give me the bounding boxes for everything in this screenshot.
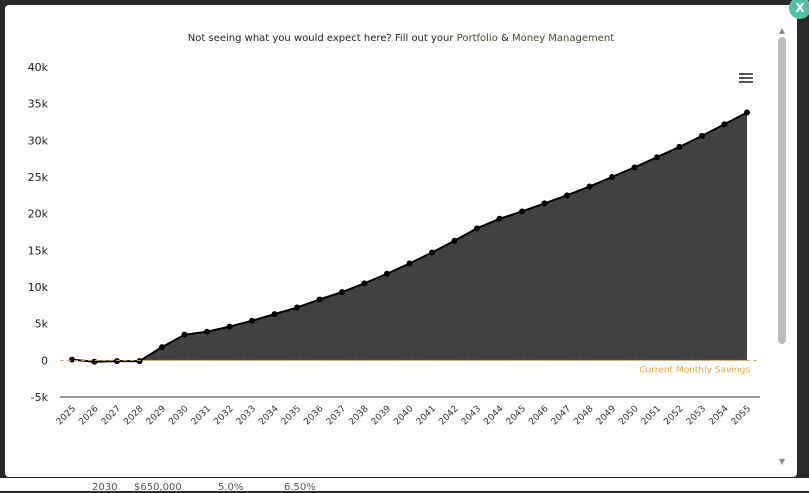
x-tick-label: 2038: [347, 404, 370, 427]
scroll-down-icon[interactable]: ▼: [778, 457, 786, 466]
data-point: [294, 304, 300, 311]
data-point: [699, 132, 705, 139]
data-point: [361, 280, 368, 287]
x-tick-label: 2048: [572, 404, 595, 427]
x-tick-label: 2032: [212, 404, 235, 427]
y-tick-label: 35k: [28, 98, 49, 111]
modal-scrollbar[interactable]: ▲ ▼: [777, 27, 787, 473]
x-tick-label: 2041: [415, 404, 438, 427]
data-point: [91, 358, 98, 365]
data-point: [69, 356, 75, 363]
portfolio-link[interactable]: Portfolio: [456, 33, 498, 44]
x-tick-label: 2051: [640, 404, 663, 427]
x-tick-label: 2027: [100, 404, 123, 427]
x-tick-label: 2050: [617, 404, 640, 427]
data-point: [114, 358, 120, 365]
x-tick-label: 2031: [190, 404, 213, 427]
y-tick-label: 40k: [28, 61, 49, 74]
y-tick-label: 5k: [35, 318, 49, 331]
data-point: [316, 296, 323, 303]
x-tick-label: 2055: [730, 404, 753, 427]
y-tick-label: 15k: [28, 244, 49, 257]
x-tick-label: 2026: [77, 404, 100, 427]
x-tick-label: 2039: [370, 404, 393, 427]
chart-modal: Not seeing what you would expect here? F…: [5, 5, 797, 477]
portfolio-notice: Not seeing what you would expect here? F…: [5, 33, 797, 44]
data-point: [744, 109, 750, 116]
money-management-link[interactable]: Money Management: [511, 33, 615, 44]
x-tick-label: 2034: [257, 404, 280, 427]
data-point: [721, 121, 728, 128]
data-point: [474, 225, 480, 232]
x-tick-label: 2049: [595, 404, 618, 427]
background-text: 5.0%: [218, 482, 244, 493]
x-tick-label: 2033: [235, 404, 258, 427]
series-area: [72, 112, 747, 362]
y-tick-label: 0: [41, 354, 48, 367]
reference-line-label: Current Monthly Savings: [639, 365, 750, 375]
data-point: [451, 237, 458, 244]
x-tick-label: 2025: [55, 404, 78, 427]
y-tick-label: 25k: [28, 171, 49, 184]
notice-text: Not seeing what you would expect here? F…: [187, 33, 457, 44]
chart-menu-icon[interactable]: [739, 73, 753, 84]
x-tick-label: 2028: [122, 404, 145, 427]
scroll-up-icon[interactable]: ▲: [778, 26, 786, 35]
y-tick-label: -5k: [31, 391, 49, 404]
background-text: 6.50%: [284, 482, 316, 493]
x-tick-label: 2036: [302, 404, 325, 427]
data-point: [204, 328, 210, 335]
data-point: [249, 317, 255, 324]
data-point: [181, 331, 188, 338]
x-tick-label: 2044: [482, 404, 505, 427]
data-point: [159, 344, 165, 351]
savings-area-chart: Current Monthly Savings -5k 0 5k 10k 15k 20k 25…: [28, 61, 760, 427]
data-point: [406, 260, 413, 267]
background-page-strip: [0, 478, 809, 491]
x-tick-label: 2054: [707, 404, 730, 427]
y-tick-label: 20k: [28, 208, 49, 221]
data-point: [654, 154, 660, 161]
background-text: $650,000: [134, 482, 182, 493]
x-tick-label: 2029: [145, 404, 168, 427]
x-tick-label: 2040: [392, 404, 415, 427]
y-tick-label: 10k: [28, 281, 49, 294]
x-tick-label: 2045: [505, 404, 528, 427]
data-point: [226, 323, 233, 330]
close-button[interactable]: X: [789, 0, 809, 19]
data-point: [609, 174, 615, 180]
x-tick-label: 2035: [280, 404, 303, 427]
data-point: [676, 143, 683, 150]
x-tick-label: 2052: [662, 404, 685, 427]
data-point: [631, 164, 638, 171]
y-tick-label: 30k: [28, 134, 49, 147]
data-point: [519, 208, 525, 215]
data-point: [271, 311, 278, 318]
x-tick-label: 2037: [325, 404, 348, 427]
x-tick-label: 2043: [460, 404, 483, 427]
scrollbar-thumb[interactable]: [778, 37, 786, 344]
x-tick-label: 2042: [437, 404, 460, 427]
x-tick-label: 2030: [167, 404, 190, 427]
x-tick-label: 2046: [527, 404, 550, 427]
data-point: [339, 289, 345, 296]
data-point: [541, 200, 548, 207]
data-point: [384, 270, 390, 277]
x-tick-label: 2047: [550, 404, 573, 427]
data-point: [429, 249, 435, 256]
data-point: [586, 183, 593, 190]
x-tick-label: 2053: [685, 404, 708, 427]
notice-amp: &: [497, 33, 512, 44]
background-text: 2030: [92, 482, 118, 493]
data-point: [496, 215, 503, 222]
data-point: [564, 192, 570, 199]
data-point: [136, 358, 143, 365]
